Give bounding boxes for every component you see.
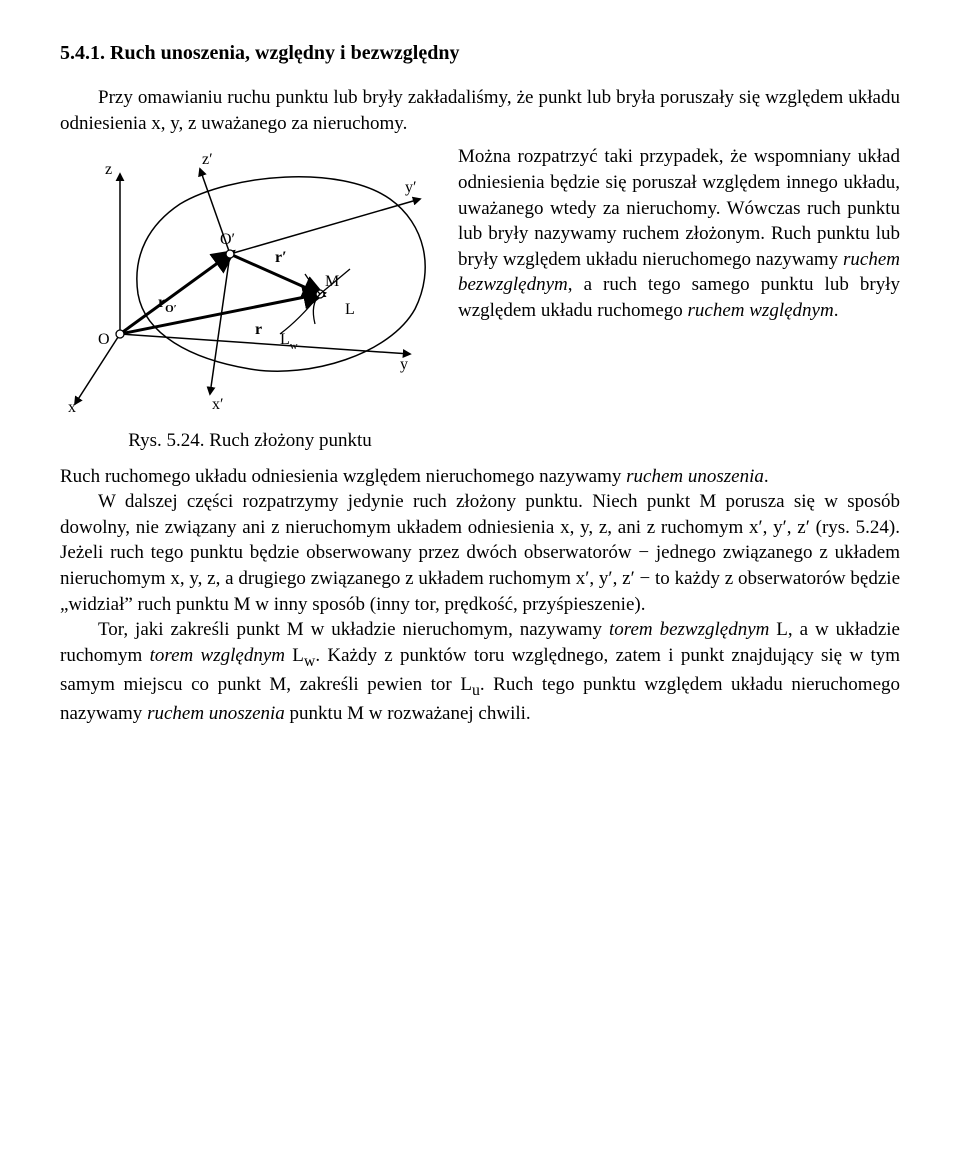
section-number: 5.4.1.: [60, 42, 105, 64]
side-paragraph: Można rozpatrzyć taki przypadek, że wspo…: [458, 144, 900, 323]
label-Op: O′: [220, 231, 235, 248]
paragraph-4: Tor, jaki zakreśli punkt M w układzie ni…: [60, 617, 900, 727]
axis-yp: [230, 199, 420, 254]
label-x: x: [68, 399, 76, 414]
label-O: O: [98, 331, 110, 348]
label-z: z: [105, 161, 112, 178]
label-rOp: rO′: [158, 294, 177, 315]
figure-caption: Rys. 5.24. Ruch złożony punktu: [60, 428, 440, 454]
paragraph-3: W dalszej części rozpatrzymy jedynie ruc…: [60, 489, 900, 617]
label-rp: r′: [275, 249, 287, 266]
intro-paragraph: Przy omawianiu ruchu punktu lub bryły za…: [60, 85, 900, 136]
label-y: y: [400, 356, 408, 373]
label-r: r: [255, 321, 262, 338]
paragraph-2: Ruch ruchomego układu odniesienia względ…: [60, 464, 900, 490]
point-Op: [226, 250, 234, 258]
section-title-text: Ruch unoszenia, względny i bezwzględny: [110, 42, 459, 64]
label-M: M: [325, 273, 339, 290]
point-O: [116, 330, 124, 338]
figure-text-row: z x y z′ x′ y′ O O′ rO′ r r′ M L Lw Rys.…: [60, 144, 900, 453]
axis-xp: [210, 254, 230, 394]
figure-diagram: z x y z′ x′ y′ O O′ rO′ r r′ M L Lw: [60, 144, 440, 414]
label-xp: x′: [212, 396, 224, 413]
label-yp: y′: [405, 179, 417, 196]
figure-column: z x y z′ x′ y′ O O′ rO′ r r′ M L Lw Rys.…: [60, 144, 440, 453]
label-Lw: Lw: [280, 331, 298, 352]
axis-y: [120, 334, 410, 354]
label-zp: z′: [202, 151, 213, 168]
label-L: L: [345, 301, 355, 318]
